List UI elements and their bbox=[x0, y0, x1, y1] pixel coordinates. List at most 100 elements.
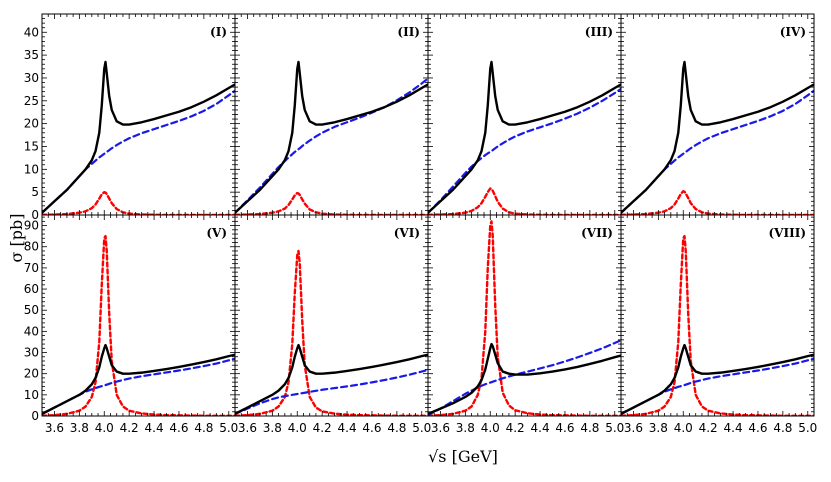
x-tick-label: 4.0 bbox=[674, 421, 693, 435]
resonance-curve bbox=[428, 187, 621, 215]
x-axis-title: √s [GeV] bbox=[428, 447, 498, 466]
y-tick-label: 40 bbox=[24, 324, 39, 338]
x-tick-label: 4.4 bbox=[338, 421, 357, 435]
panel-8: 3.6 3.8 4.0 4.2 4.4 4.6 4.8 5.0 (VIII) bbox=[620, 214, 817, 435]
x-tick-label: 3.6 bbox=[431, 421, 450, 435]
panel-curves bbox=[428, 220, 621, 416]
panel-3: (III) bbox=[427, 13, 622, 216]
resonance-curve bbox=[621, 234, 814, 416]
x-tick-label: 4.0 bbox=[481, 421, 500, 435]
panel-curves bbox=[42, 234, 235, 416]
panel-label: (VIII) bbox=[768, 226, 806, 240]
panel-frame bbox=[427, 214, 622, 417]
resonance-curve bbox=[235, 191, 428, 215]
y-tick-label: 80 bbox=[24, 240, 39, 254]
y-tick-label: 0 bbox=[31, 208, 39, 222]
panel-curves bbox=[235, 60, 428, 215]
background-curve bbox=[42, 89, 235, 214]
total-curve bbox=[42, 60, 235, 214]
panel-frame bbox=[41, 214, 236, 417]
resonance-curve bbox=[621, 190, 814, 215]
x-tick-label: 3.6 bbox=[238, 421, 257, 435]
total-curve bbox=[235, 343, 428, 416]
y-tick-label: 25 bbox=[24, 94, 39, 108]
total-curve bbox=[428, 60, 621, 214]
y-tick-label: 30 bbox=[24, 71, 39, 85]
x-tick-label: 4.6 bbox=[748, 421, 767, 435]
total-curve bbox=[621, 60, 814, 214]
x-tick-label: 3.8 bbox=[456, 421, 475, 435]
panel-5: 0 10 20 30 40 50 60 70 80 90 3.6 3.8 4.0 4.2 4.4 4.6 4.8… bbox=[24, 214, 238, 435]
total-curve bbox=[42, 343, 235, 416]
x-tick-label: 5.0 bbox=[412, 421, 431, 435]
panel-7: 3.6 3.8 4.0 4.2 4.4 4.6 4.8 5.0 (VII) bbox=[427, 214, 624, 435]
background-curve bbox=[235, 368, 428, 415]
panel-label: (I) bbox=[210, 25, 227, 39]
y-tick-label: 10 bbox=[24, 162, 39, 176]
y-tick-label: 20 bbox=[24, 367, 39, 381]
x-tick-label: 4.2 bbox=[120, 421, 139, 435]
y-tick-label: 5 bbox=[31, 185, 39, 199]
x-tick-label: 4.8 bbox=[773, 421, 792, 435]
y-tick-label: 90 bbox=[24, 219, 39, 233]
x-tick-label: 3.6 bbox=[624, 421, 643, 435]
x-tick-label: 5.0 bbox=[605, 421, 624, 435]
x-tick-label: 3.8 bbox=[263, 421, 282, 435]
background-curve bbox=[621, 357, 814, 415]
y-tick-label: 40 bbox=[24, 25, 39, 39]
y-tick-label: 0 bbox=[31, 409, 39, 423]
panel-6: 3.6 3.8 4.0 4.2 4.4 4.6 4.8 5.0 (VI) bbox=[234, 214, 431, 435]
panel-curves bbox=[621, 60, 814, 215]
panel-curves bbox=[235, 249, 428, 416]
panel-label: (II) bbox=[397, 25, 420, 39]
panel-frame bbox=[620, 214, 815, 417]
resonance-curve bbox=[235, 249, 428, 416]
background-curve bbox=[621, 89, 814, 214]
y-tick-label: 30 bbox=[24, 346, 39, 360]
y-tick-label: 35 bbox=[24, 48, 39, 62]
y-tick-label: 20 bbox=[24, 117, 39, 131]
total-curve bbox=[621, 343, 814, 416]
background-curve bbox=[235, 77, 428, 214]
background-curve bbox=[42, 357, 235, 415]
x-tick-label: 4.0 bbox=[95, 421, 114, 435]
y-tick-label: 70 bbox=[24, 261, 39, 275]
total-curve bbox=[428, 342, 621, 416]
x-tick-label: 4.8 bbox=[580, 421, 599, 435]
y-tick-label: 15 bbox=[24, 139, 39, 153]
background-curve bbox=[428, 87, 621, 214]
panel-2: (II) bbox=[234, 13, 429, 216]
y-axis-title: σ [pb] bbox=[7, 214, 26, 263]
x-tick-label: 4.6 bbox=[169, 421, 188, 435]
resonance-curve bbox=[428, 220, 621, 416]
x-tick-label: 4.2 bbox=[313, 421, 332, 435]
panel-label: (IV) bbox=[780, 25, 806, 39]
x-tick-label: 3.8 bbox=[649, 421, 668, 435]
x-tick-label: 4.2 bbox=[506, 421, 525, 435]
x-tick-label: 3.8 bbox=[70, 421, 89, 435]
panel-curves bbox=[621, 234, 814, 416]
x-tick-label: 3.6 bbox=[45, 421, 64, 435]
x-tick-label: 5.0 bbox=[219, 421, 238, 435]
y-tick-label: 60 bbox=[24, 282, 39, 296]
x-tick-label: 4.4 bbox=[145, 421, 164, 435]
y-tick-label: 10 bbox=[24, 388, 39, 402]
panel-label: (VII) bbox=[581, 226, 613, 240]
panels-group: 0 5 10 15 20 25 30 35 40 (I) (II) (III) (IV) 0 10 20 30 4… bbox=[24, 13, 817, 435]
x-tick-label: 4.8 bbox=[387, 421, 406, 435]
x-tick-label: 4.6 bbox=[362, 421, 381, 435]
resonance-curve bbox=[42, 190, 235, 215]
x-tick-label: 4.8 bbox=[194, 421, 213, 435]
x-tick-label: 4.6 bbox=[555, 421, 574, 435]
background-curve bbox=[428, 339, 621, 416]
panel-curves bbox=[42, 60, 235, 215]
panel-label: (VI) bbox=[394, 226, 420, 240]
panel-label: (V) bbox=[206, 226, 227, 240]
x-tick-label: 5.0 bbox=[798, 421, 817, 435]
panel-4: (IV) bbox=[620, 13, 815, 216]
panel-1: 0 5 10 15 20 25 30 35 40 (I) bbox=[24, 13, 236, 222]
x-tick-label: 4.4 bbox=[724, 421, 743, 435]
x-tick-label: 4.0 bbox=[288, 421, 307, 435]
panel-label: (III) bbox=[585, 25, 613, 39]
